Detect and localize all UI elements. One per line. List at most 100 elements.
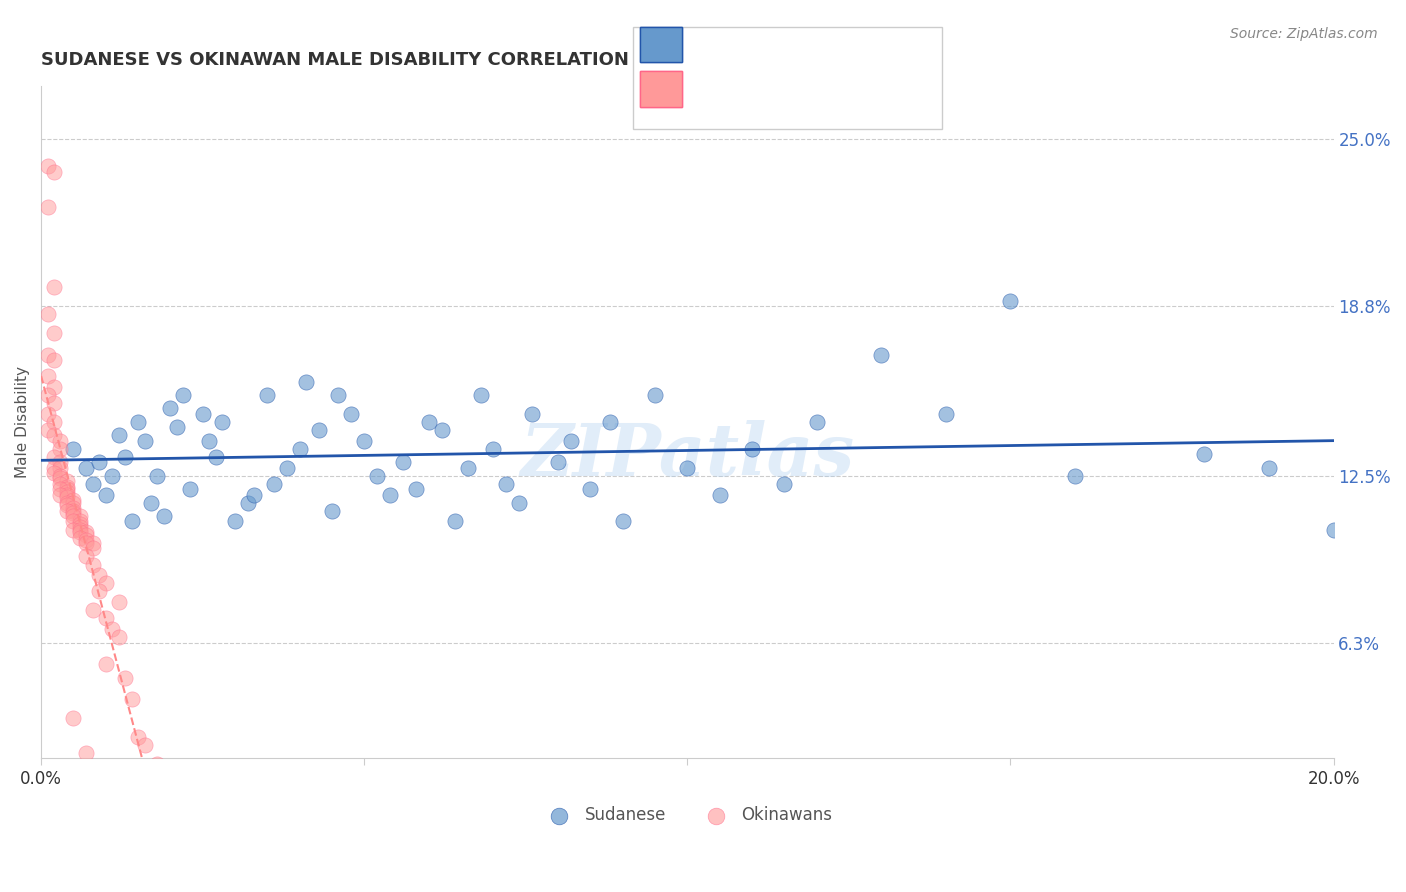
Point — [56, 499, 79, 513]
Point — [211, 415, 233, 429]
Point — [62, 509, 84, 524]
Point — [430, 423, 453, 437]
Point — [49, 476, 72, 491]
Point — [612, 515, 634, 529]
Point — [1194, 447, 1216, 461]
Point — [243, 487, 266, 501]
Point — [198, 434, 221, 448]
Point — [69, 531, 91, 545]
Point — [69, 515, 91, 529]
Point — [37, 200, 59, 214]
Point — [94, 657, 117, 672]
Point — [75, 460, 97, 475]
Point — [75, 549, 97, 564]
Point — [56, 504, 79, 518]
Point — [709, 487, 731, 501]
Point — [321, 504, 343, 518]
Point — [56, 484, 79, 499]
Point — [42, 164, 65, 178]
Point — [62, 507, 84, 521]
Point — [49, 471, 72, 485]
Point — [328, 388, 350, 402]
Point — [62, 515, 84, 529]
Point — [378, 487, 401, 501]
Point — [42, 280, 65, 294]
Point — [42, 450, 65, 464]
Point — [37, 407, 59, 421]
Point — [56, 474, 79, 488]
Point — [146, 756, 169, 771]
Point — [599, 415, 621, 429]
Text: ZIPatlas: ZIPatlas — [520, 420, 855, 491]
Point — [69, 520, 91, 534]
Point — [224, 515, 246, 529]
Point — [1064, 468, 1087, 483]
Point — [443, 515, 465, 529]
Point — [107, 428, 129, 442]
Point — [166, 420, 188, 434]
Point — [159, 401, 181, 416]
Point — [62, 504, 84, 518]
Point — [75, 533, 97, 548]
Point — [37, 307, 59, 321]
Point — [42, 466, 65, 480]
Point — [49, 434, 72, 448]
Point — [107, 595, 129, 609]
Point — [37, 348, 59, 362]
Point — [62, 442, 84, 456]
Point — [101, 622, 124, 636]
Point — [263, 476, 285, 491]
Point — [107, 764, 129, 779]
Legend: Sudanese, Okinawans: Sudanese, Okinawans — [536, 799, 838, 830]
Point — [69, 509, 91, 524]
Point — [366, 468, 388, 483]
Point — [75, 746, 97, 760]
Point — [870, 348, 893, 362]
Point — [89, 568, 111, 582]
Point — [75, 525, 97, 540]
Point — [107, 630, 129, 644]
Point — [773, 476, 796, 491]
Point — [42, 428, 65, 442]
Point — [191, 407, 214, 421]
Point — [340, 407, 363, 421]
Point — [75, 536, 97, 550]
Point — [121, 692, 143, 706]
Point — [42, 415, 65, 429]
Point — [62, 501, 84, 516]
Point — [482, 442, 505, 456]
Point — [547, 455, 569, 469]
Point — [82, 476, 104, 491]
Point — [82, 558, 104, 572]
Point — [89, 455, 111, 469]
Point — [49, 487, 72, 501]
Point — [806, 415, 828, 429]
Text: R =  0.131    N = 66: R = 0.131 N = 66 — [696, 36, 863, 54]
Point — [94, 487, 117, 501]
Point — [418, 415, 440, 429]
Point — [935, 407, 957, 421]
Point — [153, 509, 176, 524]
Point — [62, 492, 84, 507]
Point — [179, 482, 201, 496]
Point — [159, 778, 181, 792]
Point — [1322, 523, 1344, 537]
Point — [405, 482, 427, 496]
Point — [89, 584, 111, 599]
Point — [62, 523, 84, 537]
Point — [56, 496, 79, 510]
Point — [522, 407, 544, 421]
Point — [49, 468, 72, 483]
Point — [82, 541, 104, 556]
Point — [49, 442, 72, 456]
Point — [127, 730, 149, 744]
Point — [42, 380, 65, 394]
Point — [127, 415, 149, 429]
Point — [256, 388, 278, 402]
Point — [276, 460, 298, 475]
Point — [49, 482, 72, 496]
Point — [37, 159, 59, 173]
Point — [579, 482, 602, 496]
Point — [308, 423, 330, 437]
Point — [42, 396, 65, 410]
